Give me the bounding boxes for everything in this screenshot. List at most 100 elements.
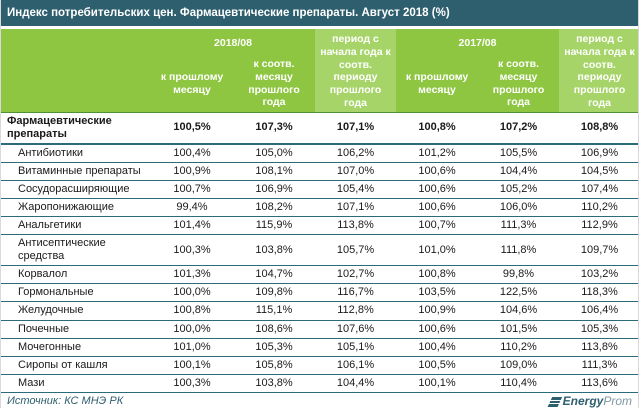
value-cell: 115,1% bbox=[233, 301, 315, 321]
value-cell: 104,6% bbox=[478, 301, 559, 321]
value-cell: 105,7% bbox=[315, 234, 396, 267]
value-cell: 105,5% bbox=[478, 143, 559, 163]
page-title: Индекс потребительских цен. Фармацевтиче… bbox=[1, 0, 638, 26]
value-cell: 107,1% bbox=[315, 198, 396, 218]
value-cell: 100,8% bbox=[151, 301, 233, 321]
logo-prom-text: Prom bbox=[603, 394, 632, 408]
table-row: Антибиотики 100,4% 105,0% 106,2% 101,2% 105,5… bbox=[1, 143, 638, 163]
table-row: Фармацевтические препараты 100,5% 107,3% 10… bbox=[1, 112, 638, 145]
table-row: Сосудорасширяющие 100,7% 106,9% 105,4% 100,6… bbox=[1, 180, 638, 200]
cpi-table: 2018/08 период с начала года к соотв. пе… bbox=[1, 29, 638, 393]
value-cell: 104,5% bbox=[559, 162, 638, 182]
value-cell: 113,8% bbox=[559, 338, 638, 357]
value-cell: 107,4% bbox=[559, 180, 638, 200]
row-label: Антисептические средства bbox=[1, 234, 151, 267]
row-label: Анальгетики bbox=[1, 216, 151, 236]
row-label: Сиропы от кашля bbox=[1, 356, 151, 375]
value-cell: 110,2% bbox=[559, 198, 638, 218]
value-cell: 101,0% bbox=[151, 338, 233, 357]
value-cell: 103,8% bbox=[233, 374, 315, 393]
value-cell: 122,5% bbox=[478, 283, 559, 303]
row-label: Корвалол bbox=[1, 265, 151, 285]
value-cell: 108,1% bbox=[233, 162, 315, 182]
value-cell: 108,8% bbox=[559, 112, 638, 145]
value-cell: 108,2% bbox=[233, 198, 315, 218]
value-cell: 100,4% bbox=[151, 143, 233, 163]
logo-energy-text: Energy bbox=[562, 394, 604, 408]
value-cell: 103,8% bbox=[233, 234, 315, 267]
value-cell: 110,4% bbox=[478, 374, 559, 393]
value-cell: 108,6% bbox=[233, 320, 315, 339]
value-cell: 100,5% bbox=[396, 356, 478, 375]
value-cell: 106,4% bbox=[559, 301, 638, 321]
row-label: Фармацевтические препараты bbox=[1, 112, 151, 145]
header-group-2018: 2018/08 bbox=[151, 29, 315, 56]
value-cell: 100,9% bbox=[151, 162, 233, 182]
table-body: Фармацевтические препараты 100,5% 107,3% 10… bbox=[1, 112, 638, 393]
value-cell: 101,5% bbox=[478, 320, 559, 339]
value-cell: 105,0% bbox=[233, 143, 315, 163]
table-row: Гормональные 100,0% 109,8% 116,7% 103,5% 122,… bbox=[1, 283, 638, 303]
energyprom-bars-icon bbox=[547, 396, 562, 407]
table-row: Почечные 100,0% 108,6% 107,6% 100,6% 101,5% 10… bbox=[1, 320, 638, 339]
value-cell: 107,0% bbox=[315, 162, 396, 182]
footer: Источник: КС МНЭ РК EnergyProm bbox=[1, 391, 638, 408]
header-corner bbox=[1, 29, 151, 113]
table-row: Антисептические средства 100,3% 103,8% 105,… bbox=[1, 234, 638, 267]
row-label: Жаропонижающие bbox=[1, 198, 151, 218]
table-row: Жаропонижающие 99,4% 108,2% 107,1% 100,6% 106… bbox=[1, 198, 638, 218]
row-label: Мочегонные bbox=[1, 338, 151, 357]
value-cell: 99,8% bbox=[478, 265, 559, 285]
value-cell: 104,4% bbox=[315, 374, 396, 393]
row-label: Сосудорасширяющие bbox=[1, 180, 151, 200]
value-cell: 106,2% bbox=[315, 143, 396, 163]
value-cell: 109,8% bbox=[233, 283, 315, 303]
value-cell: 100,5% bbox=[151, 112, 233, 145]
value-cell: 101,4% bbox=[151, 216, 233, 236]
value-cell: 106,9% bbox=[559, 143, 638, 163]
value-cell: 100,4% bbox=[396, 338, 478, 357]
row-label: Желудочные bbox=[1, 301, 151, 321]
value-cell: 111,8% bbox=[478, 234, 559, 267]
table-header: 2018/08 период с начала года к соотв. пе… bbox=[1, 29, 638, 113]
table-row: Желудочные 100,8% 115,1% 112,8% 100,9% 104,6%… bbox=[1, 301, 638, 321]
value-cell: 104,7% bbox=[233, 265, 315, 285]
value-cell: 106,1% bbox=[315, 356, 396, 375]
value-cell: 105,8% bbox=[233, 356, 315, 375]
value-cell: 111,3% bbox=[559, 356, 638, 375]
table-row: Сиропы от кашля 100,1% 105,8% 106,1% 100,5% 1… bbox=[1, 356, 638, 375]
value-cell: 100,6% bbox=[396, 180, 478, 200]
header-2018-same-month: к соотв. месяцу прошлого года bbox=[233, 55, 315, 113]
title-gap bbox=[1, 26, 638, 29]
value-cell: 103,2% bbox=[559, 265, 638, 285]
value-cell: 116,7% bbox=[315, 283, 396, 303]
value-cell: 113,6% bbox=[559, 374, 638, 393]
value-cell: 107,1% bbox=[315, 112, 396, 145]
value-cell: 115,9% bbox=[233, 216, 315, 236]
value-cell: 107,6% bbox=[315, 320, 396, 339]
header-group-row: 2018/08 период с начала года к соотв. пе… bbox=[1, 29, 638, 113]
energyprom-logo-text: EnergyProm bbox=[563, 394, 632, 408]
value-cell: 100,6% bbox=[396, 320, 478, 339]
value-cell: 106,0% bbox=[478, 198, 559, 218]
value-cell: 105,2% bbox=[478, 180, 559, 200]
value-cell: 100,3% bbox=[151, 374, 233, 393]
table-row: Анальгетики 101,4% 115,9% 113,8% 100,7% 111,3… bbox=[1, 216, 638, 236]
row-label: Мази bbox=[1, 374, 151, 393]
value-cell: 100,8% bbox=[396, 265, 478, 285]
table-row: Витаминные препараты 100,9% 108,1% 107,0% 10… bbox=[1, 162, 638, 182]
value-cell: 100,9% bbox=[396, 301, 478, 321]
value-cell: 112,8% bbox=[315, 301, 396, 321]
value-cell: 110,2% bbox=[478, 338, 559, 357]
value-cell: 99,4% bbox=[151, 198, 233, 218]
value-cell: 112,9% bbox=[559, 216, 638, 236]
value-cell: 100,6% bbox=[396, 198, 478, 218]
header-2018-prev-month: к прошлому месяцу bbox=[151, 55, 233, 113]
value-cell: 104,4% bbox=[478, 162, 559, 182]
header-group-2017: 2017/08 bbox=[396, 29, 559, 56]
row-label: Антибиотики bbox=[1, 143, 151, 163]
table-row: Корвалол 101,3% 104,7% 102,7% 100,8% 99,8% 103… bbox=[1, 265, 638, 285]
row-label: Гормональные bbox=[1, 283, 151, 303]
value-cell: 101,3% bbox=[151, 265, 233, 285]
row-label: Витаминные препараты bbox=[1, 162, 151, 182]
